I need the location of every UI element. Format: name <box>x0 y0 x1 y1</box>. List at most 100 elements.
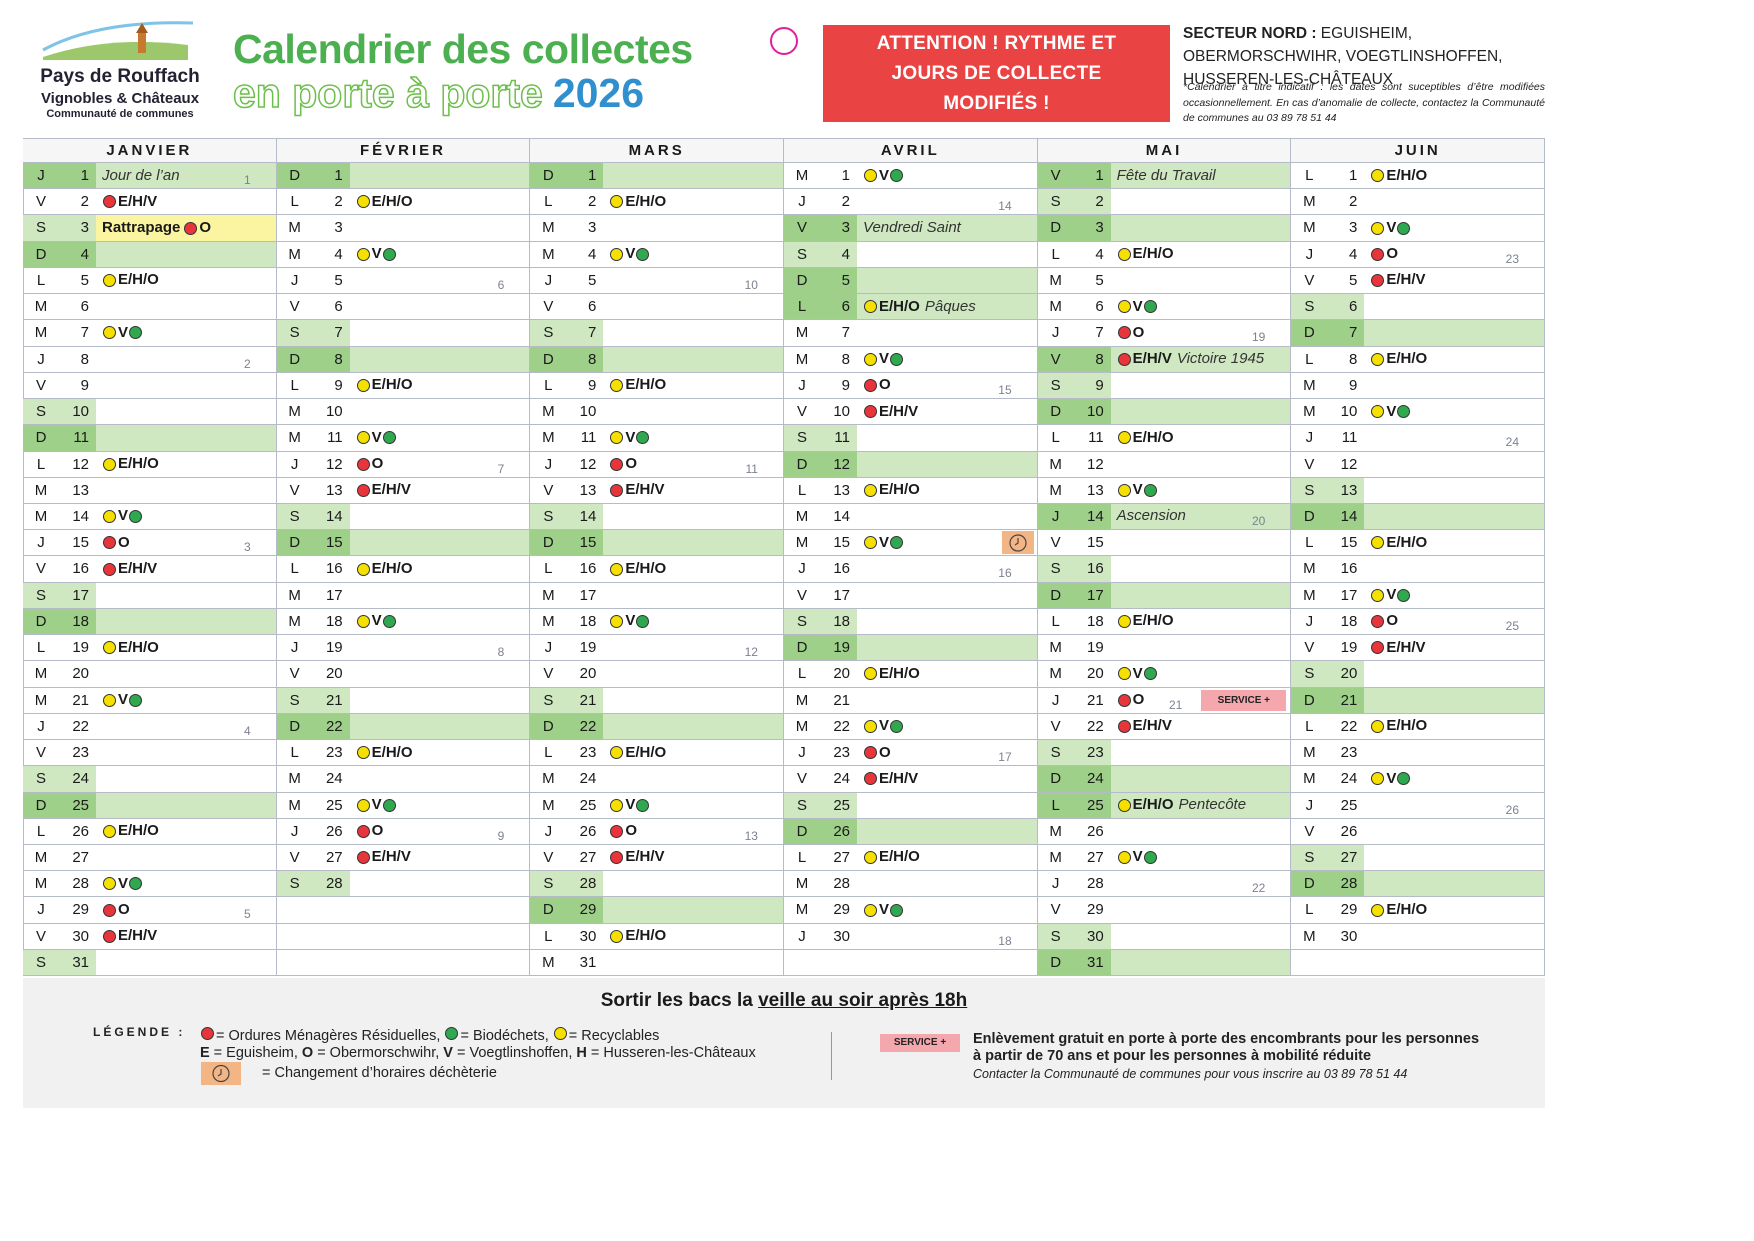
weekday: M <box>1303 744 1316 762</box>
legend-clock-icon <box>201 1062 241 1085</box>
day-row: S 14 <box>276 503 531 531</box>
day-row: L 22 E/H/O <box>1291 713 1545 741</box>
dot-red <box>864 772 877 786</box>
attention-text: ATTENTION ! RYTHME ET JOURS DE COLLECTE … <box>876 32 1117 114</box>
day-cell-bg <box>276 163 350 189</box>
month-header: AVRIL <box>784 138 1038 163</box>
day-cell-bg <box>1291 294 1365 320</box>
day-number: 24 <box>325 770 343 788</box>
day-number: 15 <box>72 534 89 552</box>
day-row: L 8 E/H/O <box>1291 346 1545 373</box>
day-row: S 30 <box>1037 923 1292 950</box>
day-row: V 10 E/H/V <box>784 399 1038 426</box>
collection-code: E/H/O <box>879 664 920 682</box>
day-content: V <box>863 530 905 555</box>
day-cell-bg <box>1291 320 1365 346</box>
day-row: L 13 E/H/O <box>784 477 1038 504</box>
day-number: 15 <box>1340 534 1358 552</box>
weekday: M <box>288 219 301 237</box>
dot-red <box>1371 641 1385 655</box>
day-content: E/H/V Victoire 1945 <box>1117 347 1264 372</box>
day-row: L 9 E/H/O <box>530 372 784 400</box>
day-row: V 23 <box>23 740 277 767</box>
day-row: L 25 E/H/O Pentecôte <box>1037 792 1292 819</box>
day-row: J 22 4 <box>23 713 277 741</box>
sector-label: SECTEUR NORD : <box>1183 25 1317 42</box>
day-number: 20 <box>1086 665 1104 683</box>
day-content: V <box>356 609 398 634</box>
day-row: M 21 V <box>23 687 277 714</box>
weekday: M <box>542 796 555 814</box>
subtitle-text: en porte à porte <box>232 69 543 117</box>
day-content: E/H/O <box>1370 714 1427 739</box>
day-row: D 31 <box>1037 949 1292 977</box>
day-content: E/H/O <box>102 268 159 293</box>
collection-code: O <box>1386 612 1399 630</box>
collection-code: E/H/O <box>1386 166 1428 184</box>
day-content: V <box>609 425 651 450</box>
day-row: L 23 E/H/O <box>276 740 531 767</box>
day-content: E/H/O <box>1117 425 1174 450</box>
day-number: 27 <box>1340 848 1358 866</box>
day-number: 29 <box>579 901 597 919</box>
dot-yellow <box>103 457 116 471</box>
dot-yellow <box>356 247 370 261</box>
day-number: 8 <box>80 350 89 368</box>
day-number: 2 <box>587 193 597 211</box>
day-number: 26 <box>1086 822 1104 840</box>
day-row: M 10 V <box>1291 399 1545 426</box>
dot-red <box>610 851 624 865</box>
weekday: L <box>290 193 299 211</box>
day-content: E/H/V <box>609 845 665 870</box>
day-number: 9 <box>1095 376 1104 394</box>
holiday-name: Pâques <box>924 297 976 315</box>
day-row: M 23 <box>1291 740 1545 767</box>
day-number: 2 <box>1349 193 1358 211</box>
day-number: 19 <box>72 639 89 657</box>
day-row: M 6 V <box>1037 294 1292 321</box>
dot-yellow <box>103 877 116 891</box>
week-number: 4 <box>243 723 251 738</box>
day-number: 14 <box>1340 507 1358 525</box>
day-row: M 22 V <box>784 713 1038 741</box>
day-row: M 31 <box>530 949 784 977</box>
day-row: S 16 <box>1037 556 1292 583</box>
day-row: D 11 <box>23 425 277 452</box>
week-number: 17 <box>998 750 1012 765</box>
day-row <box>1291 949 1545 977</box>
service-badge: SERVICE + <box>1201 689 1287 711</box>
day-number: 12 <box>1340 455 1358 473</box>
day-content: V <box>1117 845 1159 870</box>
day-cell-bg <box>530 163 604 189</box>
day-number: 24 <box>833 770 850 788</box>
day-number: 11 <box>580 429 597 447</box>
weekday: D <box>35 245 47 263</box>
weekday: J <box>290 639 299 657</box>
dot-yellow <box>1371 352 1385 366</box>
day-row: V 20 <box>530 661 784 688</box>
day-row: J 4 O 23 <box>1291 241 1545 268</box>
weekday: J <box>290 455 299 473</box>
legend-label: LÉGENDE : <box>93 1025 186 1039</box>
dot-red <box>864 405 877 419</box>
day-number: 25 <box>325 796 343 814</box>
weekday: D <box>35 612 47 630</box>
dot-yellow <box>610 247 624 261</box>
weekday: V <box>35 744 46 762</box>
day-number: 18 <box>72 612 89 630</box>
day-cell-bg <box>784 267 857 294</box>
weekday: M <box>795 167 809 184</box>
collection-code: E/H/O <box>625 559 667 577</box>
day-cell-bg <box>530 503 604 530</box>
day-content: O <box>356 819 383 844</box>
weekday: M <box>795 324 809 342</box>
collection-code: E/H/O <box>625 743 667 761</box>
weekday: S <box>796 429 807 447</box>
month-header: FÉVRIER <box>276 138 531 163</box>
day-number: 1 <box>841 167 850 184</box>
legend-dot-text: = Biodéchets, <box>460 1028 549 1044</box>
weekday: M <box>542 953 555 971</box>
day-cell-bg <box>23 163 96 189</box>
